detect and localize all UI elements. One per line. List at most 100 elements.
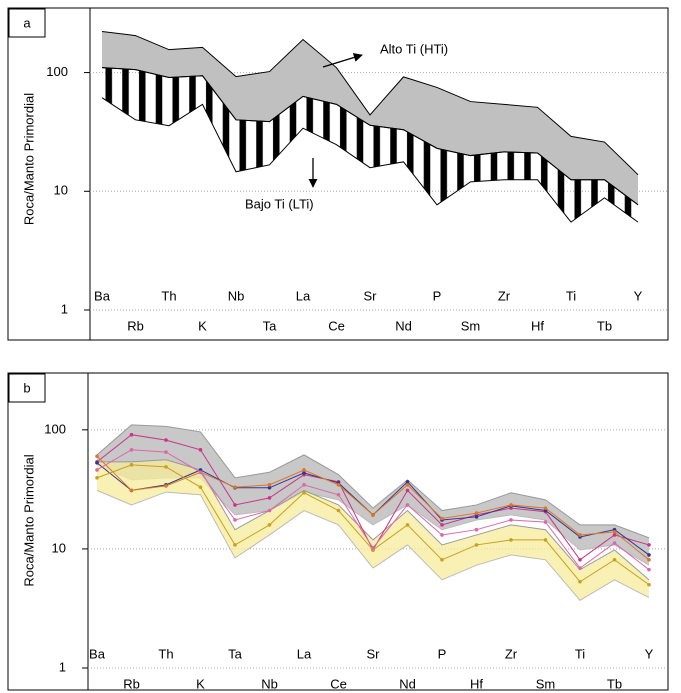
sample-point <box>543 538 548 542</box>
x-tick-label: Rb <box>123 676 140 691</box>
sample-point <box>267 496 272 500</box>
x-tick-label: Ti <box>566 288 576 303</box>
sample-point <box>647 567 651 572</box>
envelope-fill <box>97 459 649 601</box>
sample-point <box>198 470 203 475</box>
sample-point <box>647 553 651 557</box>
x-tick-label: Tb <box>607 676 622 691</box>
x-tick-label: Y <box>634 288 643 303</box>
sample-point <box>267 485 272 490</box>
sample-point <box>612 530 617 534</box>
x-tick-label: Rb <box>127 318 144 333</box>
x-tick-label: Hf <box>531 318 544 333</box>
panel-frame <box>7 7 669 341</box>
sample-point <box>578 579 582 584</box>
sample-point <box>371 513 375 517</box>
sample-point <box>164 484 168 488</box>
x-tick-label: Ce <box>330 676 347 691</box>
x-tick-label: Y <box>645 646 654 661</box>
panel-frame <box>7 372 669 691</box>
panel-label-box <box>8 8 46 38</box>
sample-point <box>233 485 237 489</box>
sample-point <box>440 516 444 521</box>
sample-point <box>612 541 617 545</box>
sample-point <box>129 432 134 437</box>
panel-label: b <box>23 380 30 395</box>
sample-point <box>336 483 341 487</box>
sample-point <box>95 476 99 480</box>
x-tick-label: Nb <box>261 676 278 691</box>
x-tick-label: La <box>297 646 312 661</box>
sample-point <box>647 558 651 562</box>
sample-point <box>578 558 582 562</box>
sample-point <box>509 503 513 507</box>
sample-point <box>509 538 513 542</box>
x-tick-label: Ba <box>89 646 106 661</box>
panel: a Roca/Manto Primordial 1 10 100 Ba Rb Th K Nb Ta L… <box>7 7 669 341</box>
sample-point <box>440 533 444 537</box>
x-tick-label: Sm <box>536 676 556 691</box>
envelope-fill <box>102 31 638 205</box>
sample-point <box>474 543 479 547</box>
y-tick-label: 10 <box>52 540 66 555</box>
sample-point <box>336 508 341 513</box>
sample-point <box>405 488 410 493</box>
sample-point <box>543 506 548 510</box>
sample-point <box>440 523 444 527</box>
x-tick-label: Zr <box>505 646 518 661</box>
panel-label-box <box>8 373 46 403</box>
envelope-upper <box>101 30 639 176</box>
sample-point <box>129 488 134 493</box>
y-axis-label: Roca/Manto Primordial <box>21 93 36 225</box>
annotation: Bajo Ti (LTi) <box>245 196 314 211</box>
sample-point <box>267 523 272 527</box>
x-tick-label: Ti <box>575 646 585 661</box>
envelope-lower <box>101 97 639 223</box>
sample-point <box>440 558 444 562</box>
sample-point <box>336 492 341 497</box>
sample-point <box>302 468 306 472</box>
sample-point <box>267 483 272 487</box>
sample-point <box>95 461 99 465</box>
sample-point <box>474 515 479 519</box>
y-tick-label: 10 <box>54 183 68 198</box>
sample-point <box>647 582 651 587</box>
y-tick-label: 100 <box>44 421 66 436</box>
sample-point <box>164 465 168 469</box>
sample-point <box>129 447 134 452</box>
x-tick-label: Th <box>161 288 176 303</box>
y-tick-label: 1 <box>61 301 68 316</box>
sample-point <box>233 503 237 507</box>
sample-point <box>371 546 375 550</box>
sample-point <box>405 480 410 484</box>
x-tick-label: Sm <box>461 318 481 333</box>
sample-point <box>543 520 548 524</box>
x-tick-label: Sr <box>367 646 381 661</box>
annotation-arrow <box>322 53 363 68</box>
x-tick-label: Zr <box>498 288 511 303</box>
y-tick-label: 1 <box>59 659 66 674</box>
x-tick-label: P <box>433 288 442 303</box>
sample-point <box>612 533 617 537</box>
x-tick-label: K <box>198 318 207 333</box>
y-tick-label: 100 <box>46 64 68 79</box>
x-tick-label: Th <box>158 646 173 661</box>
x-tick-label: Hf <box>470 676 483 691</box>
sample-point <box>233 543 237 547</box>
sample-point <box>198 447 203 452</box>
sample-point <box>612 558 617 562</box>
x-tick-label: Nb <box>228 288 245 303</box>
y-axis-label: Roca/Manto Primordial <box>21 454 36 586</box>
sample-point <box>198 485 203 489</box>
envelope-lower <box>96 489 650 601</box>
sample-point <box>95 468 99 472</box>
sample-point <box>164 450 168 454</box>
sample-point <box>474 511 479 515</box>
sample-point <box>302 490 306 495</box>
envelope-fill <box>102 67 638 223</box>
sample-point <box>405 523 410 527</box>
x-tick-label: La <box>296 288 311 303</box>
panel: b Roca/Manto Primordial 1 10 100 Ba Rb Th K Ta Nb L… <box>7 372 669 691</box>
x-tick-label: Ce <box>328 318 345 333</box>
